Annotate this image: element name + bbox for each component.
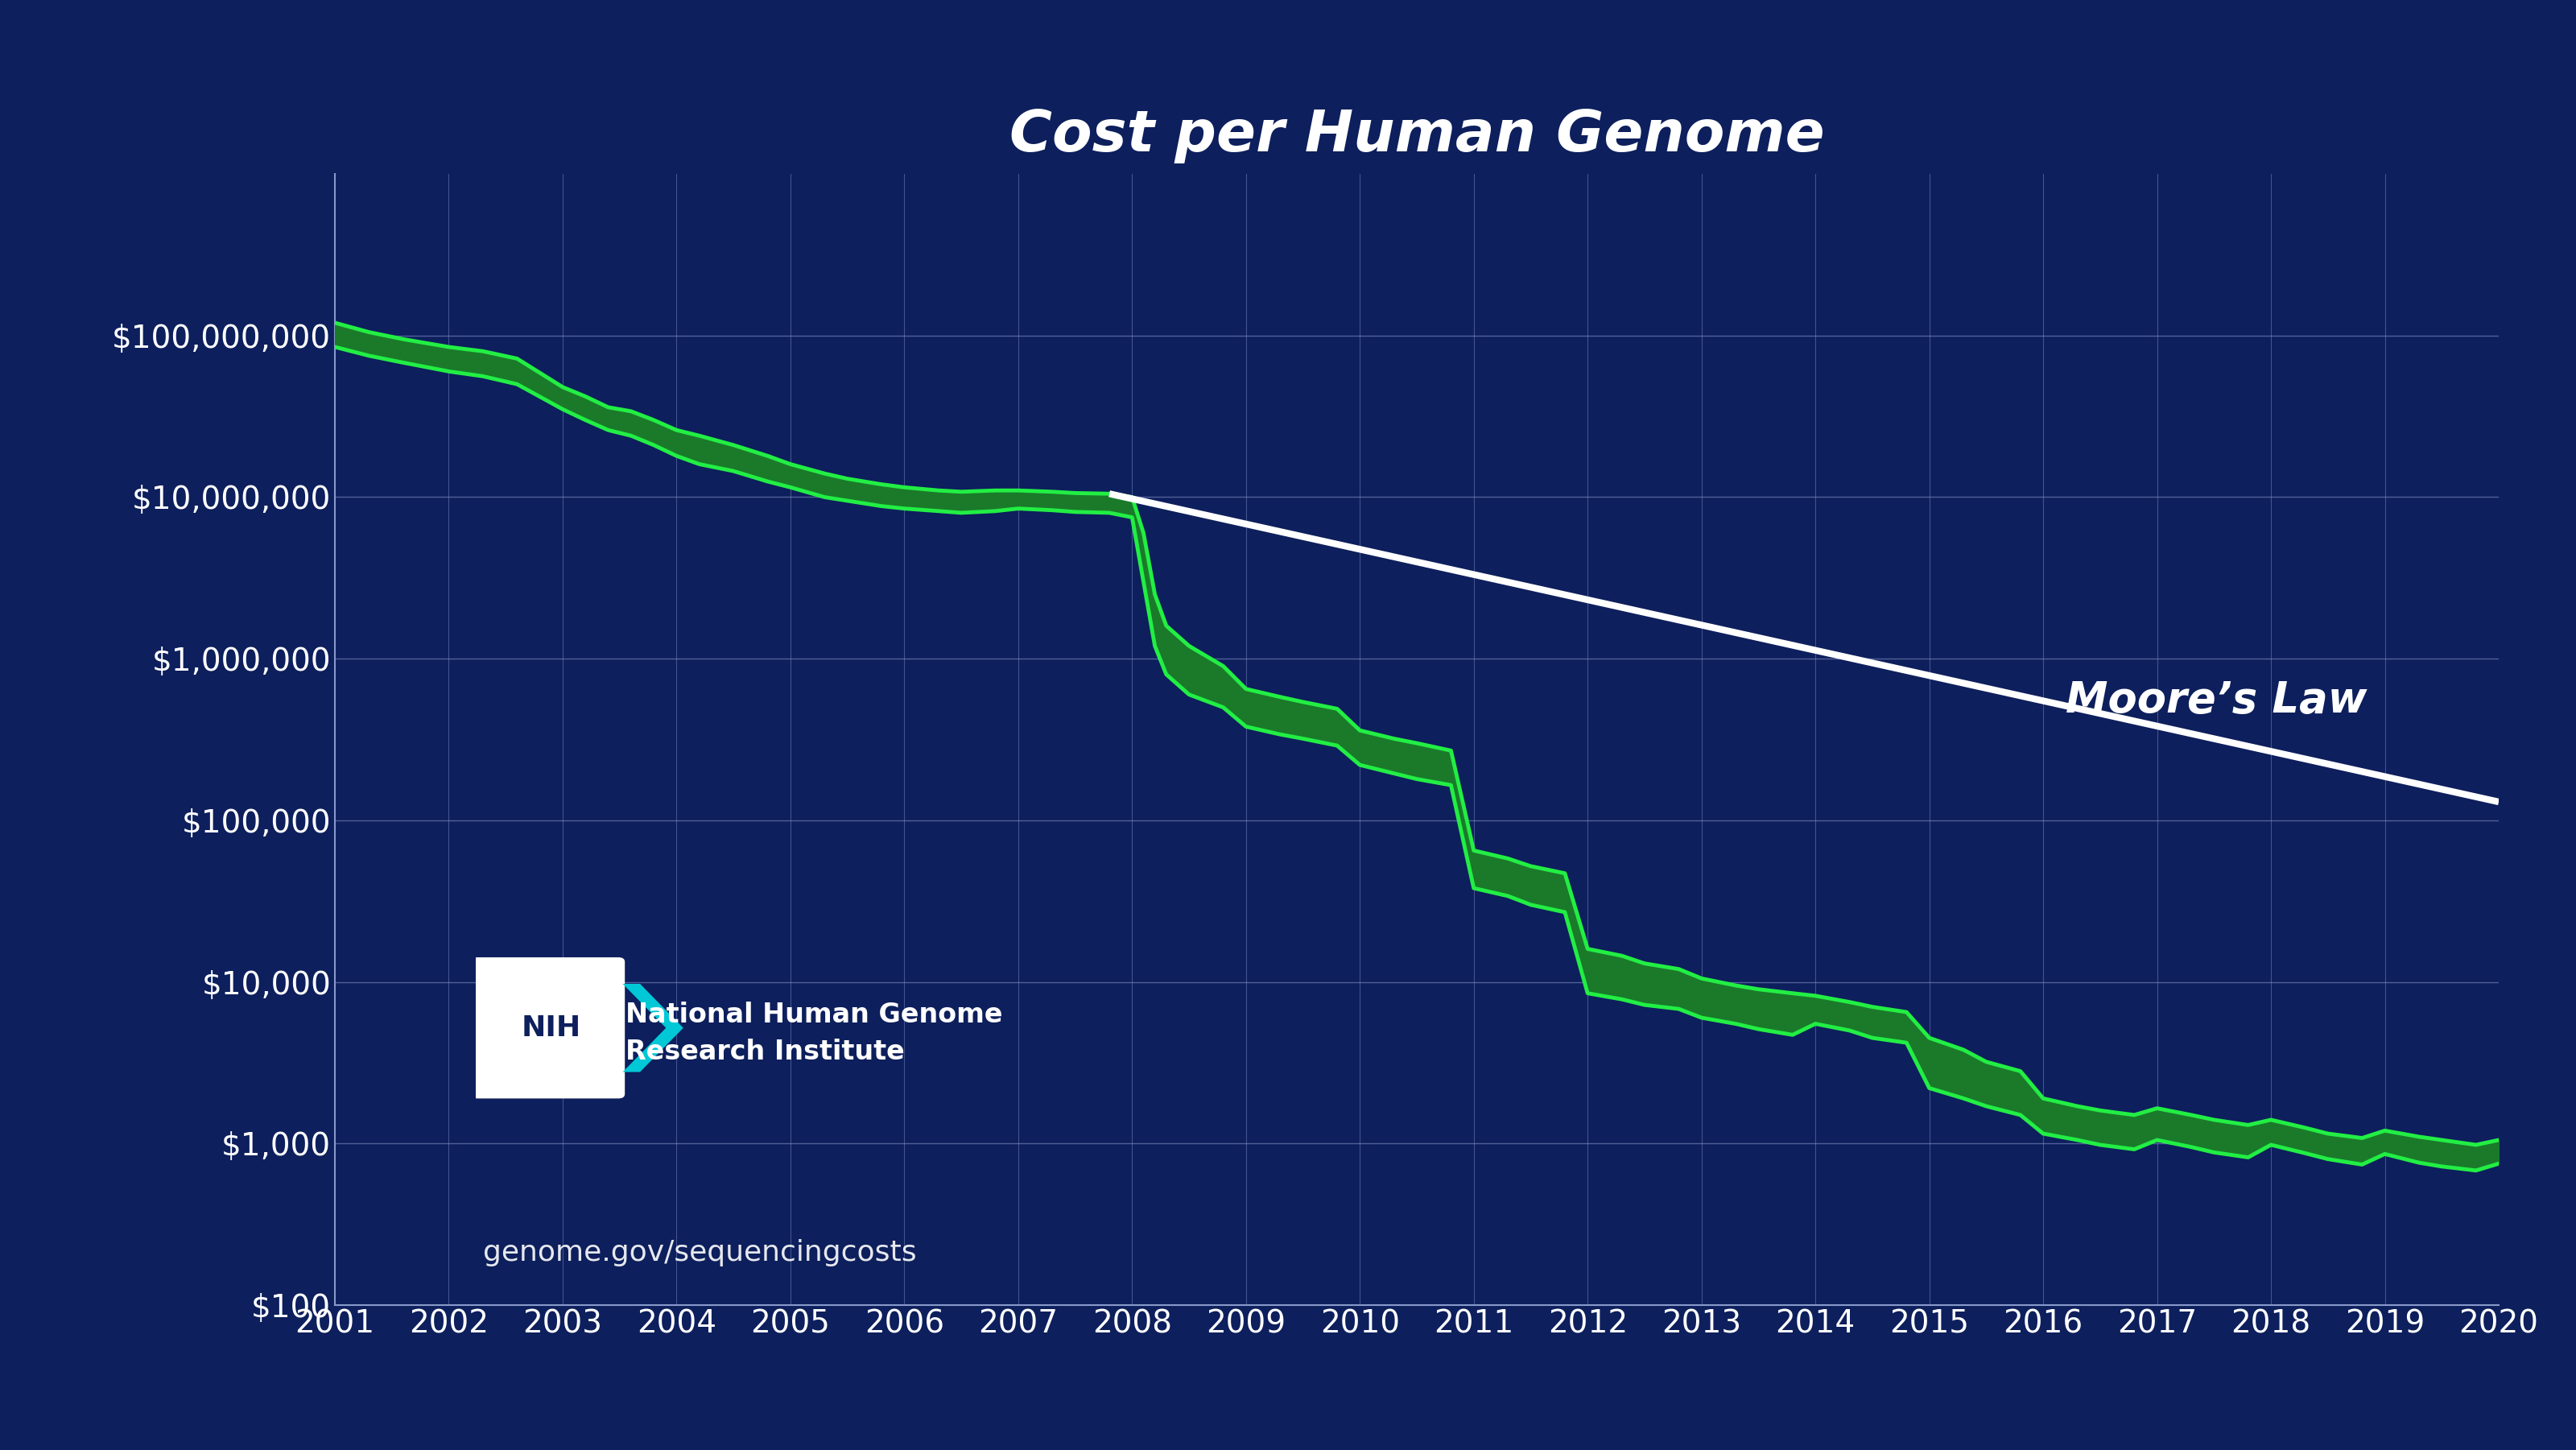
Text: genome.gov/sequencingcosts: genome.gov/sequencingcosts bbox=[482, 1240, 917, 1267]
Text: National Human Genome
Research Institute: National Human Genome Research Institute bbox=[626, 1002, 1002, 1066]
Text: Moore’s Law: Moore’s Law bbox=[2066, 680, 2367, 722]
Title: Cost per Human Genome: Cost per Human Genome bbox=[1010, 109, 1824, 164]
